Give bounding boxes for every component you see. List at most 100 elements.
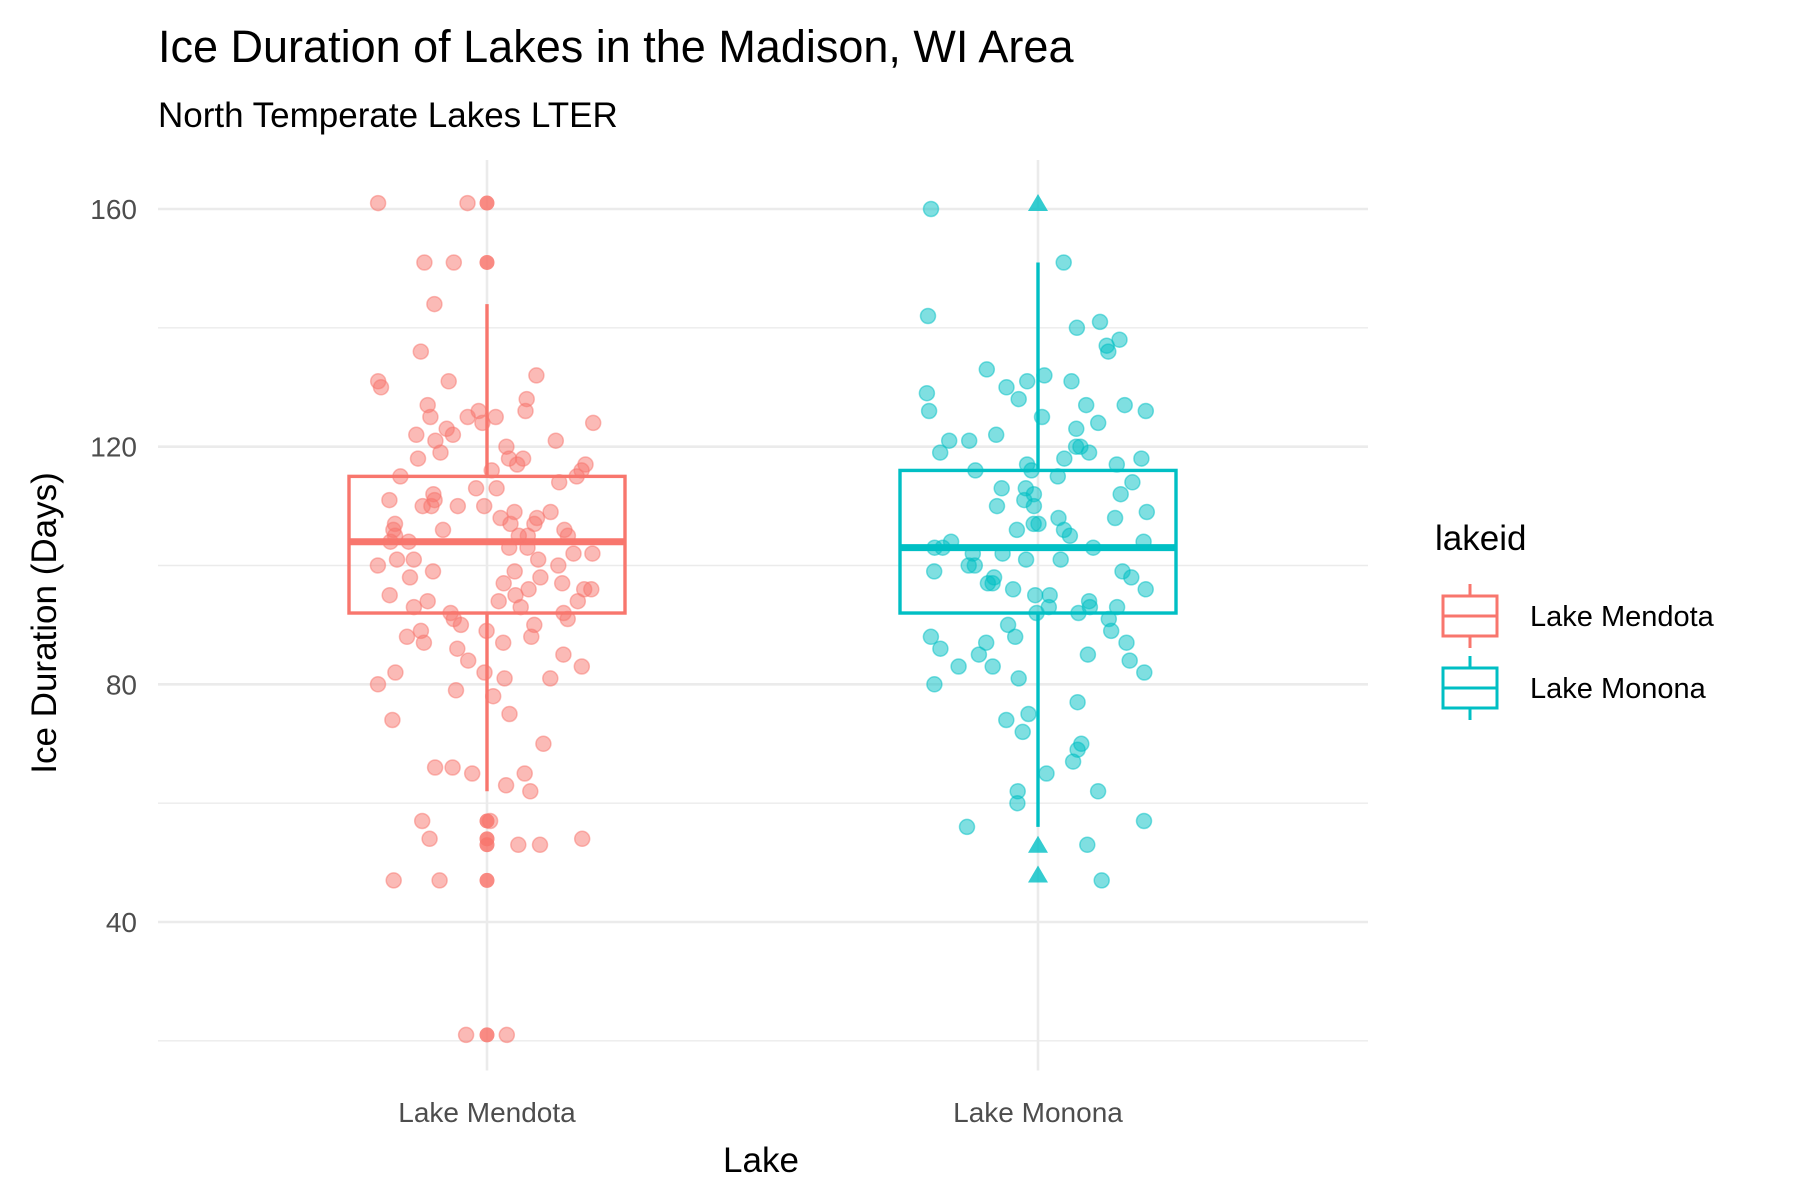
series-mendota [347, 194, 627, 1044]
data-point [547, 432, 565, 449]
data-point [459, 652, 477, 669]
data-point [426, 759, 444, 776]
data-point [501, 705, 518, 723]
data-point [1014, 723, 1031, 741]
y-axis-ticks: 40 80 120 160 [90, 194, 137, 938]
data-point [998, 711, 1015, 729]
data-point [1089, 783, 1107, 800]
data-point [1108, 456, 1126, 473]
data-point [1079, 646, 1097, 663]
y-tick-label: 80 [106, 669, 137, 700]
data-point [922, 200, 940, 218]
data-point [506, 563, 523, 580]
data-point [584, 414, 602, 432]
data-point [1136, 664, 1153, 681]
data-point [1116, 396, 1133, 414]
data-point [565, 545, 582, 562]
y-tick-label: 160 [90, 194, 137, 225]
data-point [381, 586, 398, 604]
data-point [508, 456, 526, 473]
data-point [532, 569, 549, 586]
data-point [444, 426, 462, 444]
data-point [475, 497, 493, 515]
data-point [979, 575, 997, 592]
data-point [421, 830, 438, 848]
data-point [405, 598, 423, 616]
data-point [516, 765, 533, 782]
y-tick-label: 120 [90, 432, 137, 463]
data-point [412, 343, 430, 360]
data-point [987, 426, 1005, 444]
data-point [495, 575, 512, 592]
outlier-point [479, 837, 495, 853]
data-point [517, 402, 534, 420]
data-point [445, 254, 463, 271]
data-point [1135, 533, 1152, 550]
data-point [569, 592, 587, 610]
data-point [384, 711, 401, 729]
data-point [1106, 509, 1124, 527]
data-point [1084, 539, 1102, 556]
data-point [415, 634, 433, 651]
data-point [494, 634, 512, 651]
data-point [1025, 497, 1043, 515]
x-tick-label: Lake Mendota [398, 1097, 576, 1128]
data-point [1025, 515, 1042, 533]
data-point [1004, 581, 1022, 598]
data-point [424, 563, 442, 580]
data-point [1102, 622, 1120, 640]
data-point [1056, 450, 1073, 467]
data-point [999, 616, 1017, 634]
data-point [1133, 450, 1150, 467]
data-point [978, 361, 996, 378]
data-point [1123, 569, 1140, 586]
data-point [984, 658, 1001, 675]
data-point [1008, 521, 1026, 539]
data-point [467, 480, 485, 497]
data-point [459, 194, 476, 212]
data-point [401, 569, 419, 586]
data-point [416, 254, 433, 271]
data-point [1118, 634, 1135, 651]
chart-subtitle: North Temperate Lakes LTER [158, 96, 618, 135]
data-point [1068, 319, 1086, 337]
data-point [555, 646, 572, 663]
data-point [523, 628, 540, 646]
outlier-point [1028, 865, 1048, 883]
data-point [1068, 420, 1085, 438]
x-axis-title: Lake [723, 1141, 799, 1180]
legend-item: Lake Mendota [1441, 584, 1715, 648]
data-point [573, 658, 591, 675]
legend-item: Lake Monona [1441, 656, 1707, 720]
data-point [966, 557, 984, 574]
legend-title: lakeid [1435, 519, 1526, 558]
data-point [481, 812, 499, 830]
data-point [392, 468, 409, 485]
data-point [926, 676, 943, 693]
data-point [490, 592, 507, 610]
data-point [1069, 693, 1086, 711]
data-point [535, 735, 552, 753]
data-point [398, 628, 416, 646]
y-axis-title: Ice Duration (Days) [25, 472, 64, 773]
data-point [500, 539, 518, 556]
data-point [919, 307, 937, 325]
data-point [1137, 402, 1155, 420]
data-point [1137, 581, 1154, 598]
data-point [382, 533, 399, 550]
data-point [385, 872, 402, 889]
data-point [1121, 652, 1138, 669]
data-point [1010, 390, 1027, 408]
data-point [1033, 408, 1051, 426]
data-point [550, 474, 568, 491]
data-point [487, 408, 504, 426]
data-point [478, 622, 495, 640]
data-point [519, 539, 536, 556]
data-point [444, 759, 461, 776]
data-point [408, 426, 425, 444]
data-point [434, 521, 452, 539]
outlier-point [479, 872, 495, 888]
data-point [559, 610, 576, 628]
data-point [1093, 872, 1110, 889]
data-point [926, 539, 943, 556]
